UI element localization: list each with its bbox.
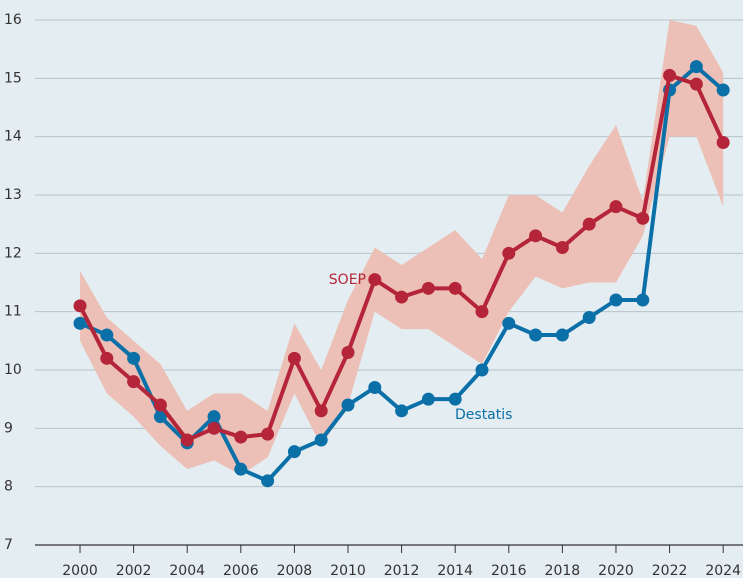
data-point bbox=[475, 363, 489, 377]
data-point bbox=[421, 392, 435, 406]
data-point bbox=[287, 445, 301, 459]
data-point bbox=[261, 474, 275, 488]
data-point bbox=[368, 273, 382, 287]
data-point bbox=[180, 433, 194, 447]
data-point bbox=[582, 311, 596, 324]
data-point bbox=[395, 404, 409, 418]
y-tick-label: 12 bbox=[4, 245, 22, 261]
x-tick-label: 2016 bbox=[491, 563, 527, 578]
data-point bbox=[73, 299, 87, 313]
data-point bbox=[368, 381, 382, 394]
x-tick-label: 2010 bbox=[330, 563, 366, 578]
x-tick-label: 2008 bbox=[277, 563, 313, 578]
y-tick-label: 16 bbox=[4, 12, 22, 28]
data-point bbox=[207, 421, 221, 435]
data-point bbox=[73, 316, 87, 330]
x-tick-label: 2000 bbox=[62, 563, 98, 578]
data-point bbox=[261, 427, 275, 441]
x-tick-label: 2024 bbox=[705, 563, 741, 578]
x-tick-label: 2002 bbox=[116, 563, 152, 578]
data-point bbox=[555, 241, 569, 254]
data-point bbox=[153, 398, 167, 412]
data-point bbox=[207, 410, 221, 424]
data-point bbox=[100, 328, 114, 342]
data-point bbox=[475, 305, 489, 319]
data-point bbox=[100, 351, 114, 365]
data-point bbox=[529, 229, 543, 243]
data-point bbox=[529, 328, 543, 342]
data-point bbox=[636, 293, 650, 307]
y-tick-label: 7 bbox=[4, 537, 13, 553]
y-tick-label: 10 bbox=[4, 362, 22, 378]
data-point bbox=[502, 246, 516, 260]
data-point bbox=[689, 77, 703, 91]
series-label: SOEP bbox=[329, 272, 366, 288]
data-point bbox=[582, 217, 596, 231]
data-point bbox=[636, 211, 650, 225]
data-point bbox=[663, 68, 677, 82]
x-tick-label: 2004 bbox=[169, 563, 205, 578]
data-point bbox=[314, 433, 328, 447]
y-tick-label: 15 bbox=[4, 70, 22, 86]
series-label: Destatis bbox=[455, 407, 512, 423]
y-tick-label: 14 bbox=[4, 129, 22, 145]
data-point bbox=[716, 136, 730, 149]
y-tick-label: 8 bbox=[4, 479, 13, 495]
data-point bbox=[609, 200, 623, 214]
data-point bbox=[127, 351, 141, 365]
data-point bbox=[502, 316, 516, 330]
x-tick-label: 2022 bbox=[652, 563, 688, 578]
data-point bbox=[341, 398, 355, 412]
data-point bbox=[127, 375, 141, 389]
y-tick-label: 13 bbox=[4, 187, 22, 203]
data-point bbox=[716, 83, 730, 97]
x-tick-label: 2012 bbox=[384, 563, 420, 578]
data-point bbox=[421, 281, 435, 295]
x-tick-label: 2020 bbox=[598, 563, 634, 578]
data-point bbox=[555, 328, 569, 342]
x-tick-label: 2018 bbox=[545, 563, 581, 578]
data-point bbox=[234, 462, 248, 476]
data-point bbox=[341, 346, 355, 359]
data-point bbox=[689, 60, 703, 74]
x-tick-label: 2014 bbox=[437, 563, 473, 578]
confidence-band bbox=[80, 20, 724, 475]
data-point bbox=[314, 404, 328, 418]
x-tick-label: 2006 bbox=[223, 563, 259, 578]
data-point bbox=[448, 281, 462, 295]
data-point bbox=[448, 392, 462, 406]
data-point bbox=[395, 290, 409, 304]
data-point bbox=[287, 351, 301, 365]
data-point bbox=[234, 430, 248, 444]
data-point bbox=[153, 410, 167, 424]
y-tick-label: 11 bbox=[4, 304, 22, 320]
data-point bbox=[609, 293, 623, 307]
y-tick-label: 9 bbox=[4, 420, 13, 436]
